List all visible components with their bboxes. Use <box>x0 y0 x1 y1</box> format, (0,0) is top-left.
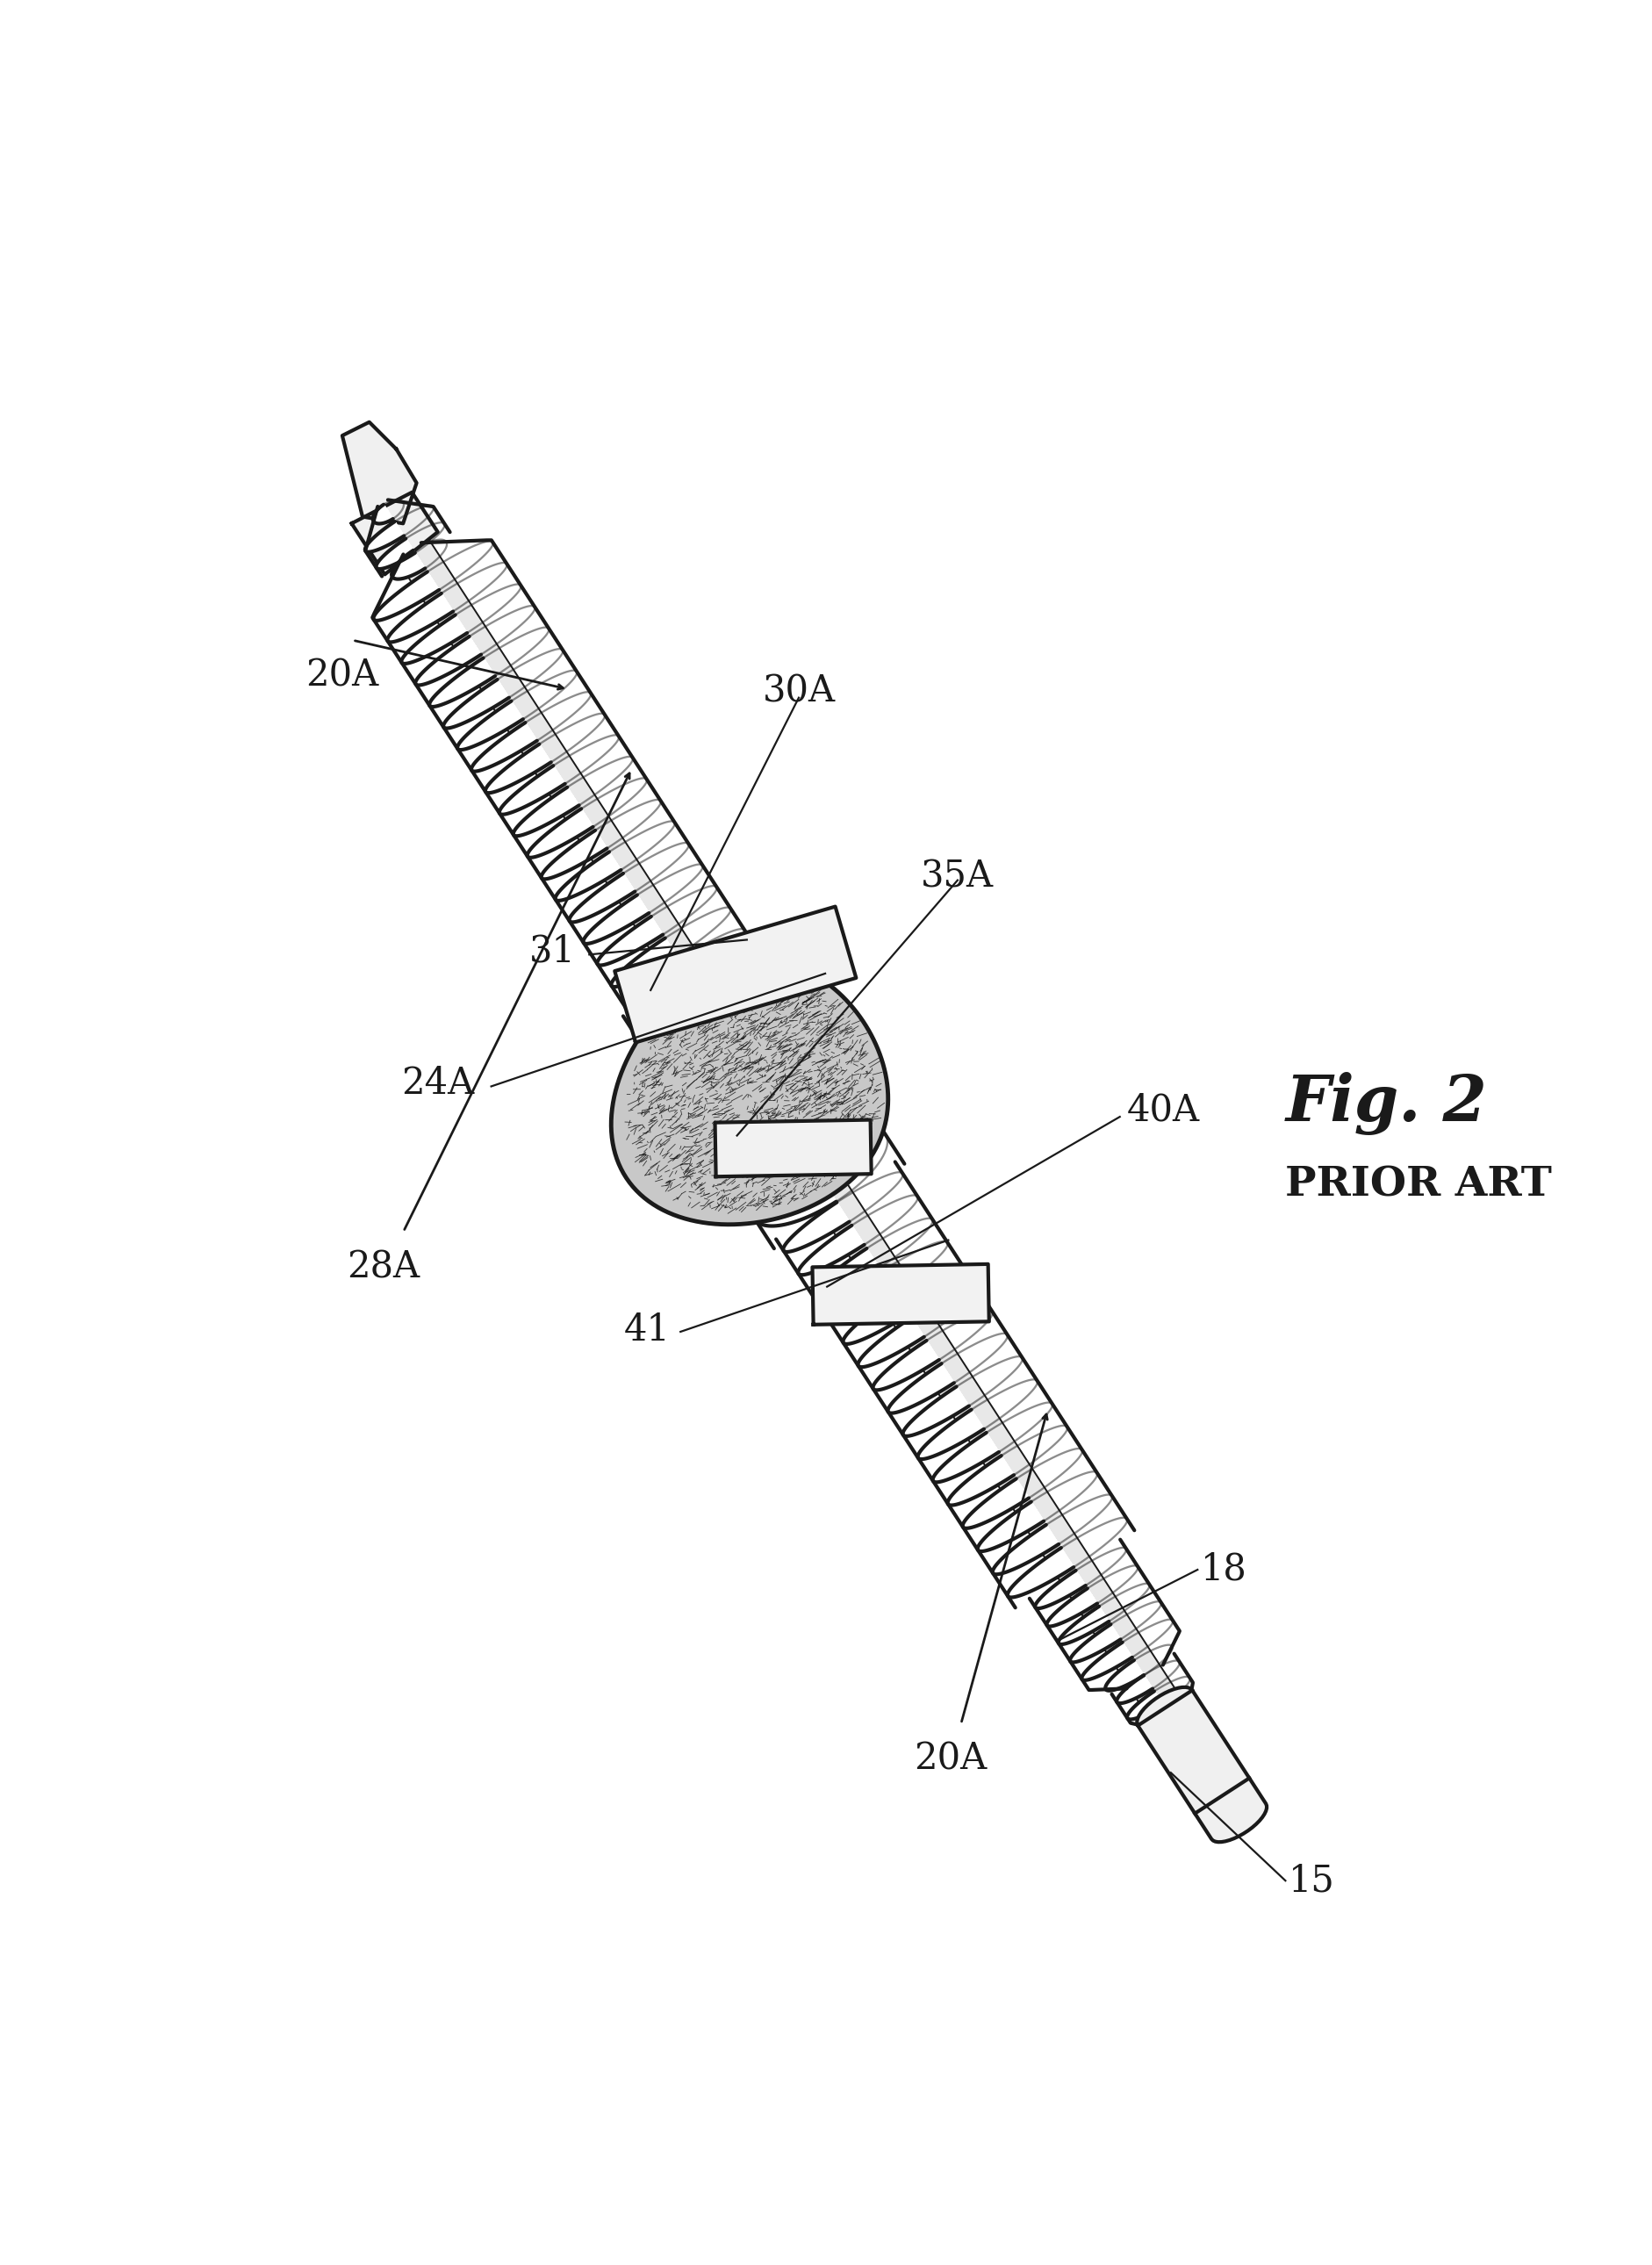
Polygon shape <box>377 539 415 569</box>
Polygon shape <box>783 1203 849 1253</box>
Polygon shape <box>828 1271 894 1320</box>
Text: 35A: 35A <box>920 858 993 895</box>
Polygon shape <box>1008 1547 1074 1597</box>
Polygon shape <box>1137 1687 1265 1841</box>
Polygon shape <box>373 505 393 523</box>
Polygon shape <box>947 1456 1013 1506</box>
Polygon shape <box>486 745 550 793</box>
Polygon shape <box>1127 1692 1163 1719</box>
Polygon shape <box>387 593 453 641</box>
Polygon shape <box>514 788 578 836</box>
Polygon shape <box>1046 1588 1097 1626</box>
Polygon shape <box>1034 1570 1085 1608</box>
Text: 15: 15 <box>1289 1862 1335 1898</box>
Polygon shape <box>360 482 1219 1778</box>
Polygon shape <box>415 636 481 686</box>
Polygon shape <box>555 852 621 901</box>
Polygon shape <box>811 1264 988 1325</box>
Polygon shape <box>499 766 565 815</box>
Polygon shape <box>1080 1642 1132 1681</box>
Polygon shape <box>887 1364 953 1413</box>
Text: Fig. 2: Fig. 2 <box>1285 1071 1487 1135</box>
Polygon shape <box>392 550 425 580</box>
Polygon shape <box>798 1225 864 1275</box>
Polygon shape <box>1148 1708 1173 1728</box>
Polygon shape <box>365 521 403 553</box>
Polygon shape <box>902 1386 968 1436</box>
Polygon shape <box>611 938 677 988</box>
Polygon shape <box>917 1409 983 1459</box>
Text: 20A: 20A <box>914 1740 986 1778</box>
Polygon shape <box>961 1479 1028 1529</box>
Polygon shape <box>342 421 416 523</box>
Polygon shape <box>857 1318 923 1368</box>
Polygon shape <box>932 1434 998 1481</box>
Polygon shape <box>401 614 468 664</box>
Polygon shape <box>471 723 537 772</box>
Polygon shape <box>373 571 439 621</box>
Text: 31: 31 <box>529 933 575 969</box>
Text: 20A: 20A <box>306 657 378 693</box>
Polygon shape <box>352 492 438 575</box>
Polygon shape <box>1057 1606 1108 1644</box>
Text: 40A: 40A <box>1127 1092 1199 1128</box>
Polygon shape <box>540 831 606 879</box>
Polygon shape <box>993 1524 1059 1574</box>
Polygon shape <box>677 1037 760 1110</box>
Polygon shape <box>527 809 593 858</box>
Text: 24A: 24A <box>401 1065 474 1101</box>
Text: 41: 41 <box>623 1311 671 1348</box>
Polygon shape <box>1117 1676 1151 1703</box>
Text: 18: 18 <box>1201 1552 1247 1588</box>
Polygon shape <box>568 874 634 922</box>
Polygon shape <box>753 1153 836 1225</box>
Polygon shape <box>813 1248 879 1298</box>
Polygon shape <box>583 895 649 945</box>
Text: PRIOR ART: PRIOR ART <box>1285 1164 1551 1205</box>
Polygon shape <box>596 917 662 965</box>
Polygon shape <box>715 1119 871 1176</box>
Polygon shape <box>976 1502 1042 1552</box>
Polygon shape <box>1069 1624 1120 1663</box>
Polygon shape <box>430 659 496 707</box>
Polygon shape <box>639 978 722 1051</box>
Polygon shape <box>715 1094 798 1169</box>
Polygon shape <box>624 960 691 1008</box>
Polygon shape <box>458 702 522 750</box>
Polygon shape <box>872 1341 938 1391</box>
Text: 30A: 30A <box>762 673 834 709</box>
Polygon shape <box>1105 1660 1143 1690</box>
Polygon shape <box>615 906 856 1042</box>
Polygon shape <box>443 680 509 729</box>
Polygon shape <box>843 1296 909 1343</box>
Polygon shape <box>611 960 887 1225</box>
Text: 28A: 28A <box>347 1248 420 1287</box>
